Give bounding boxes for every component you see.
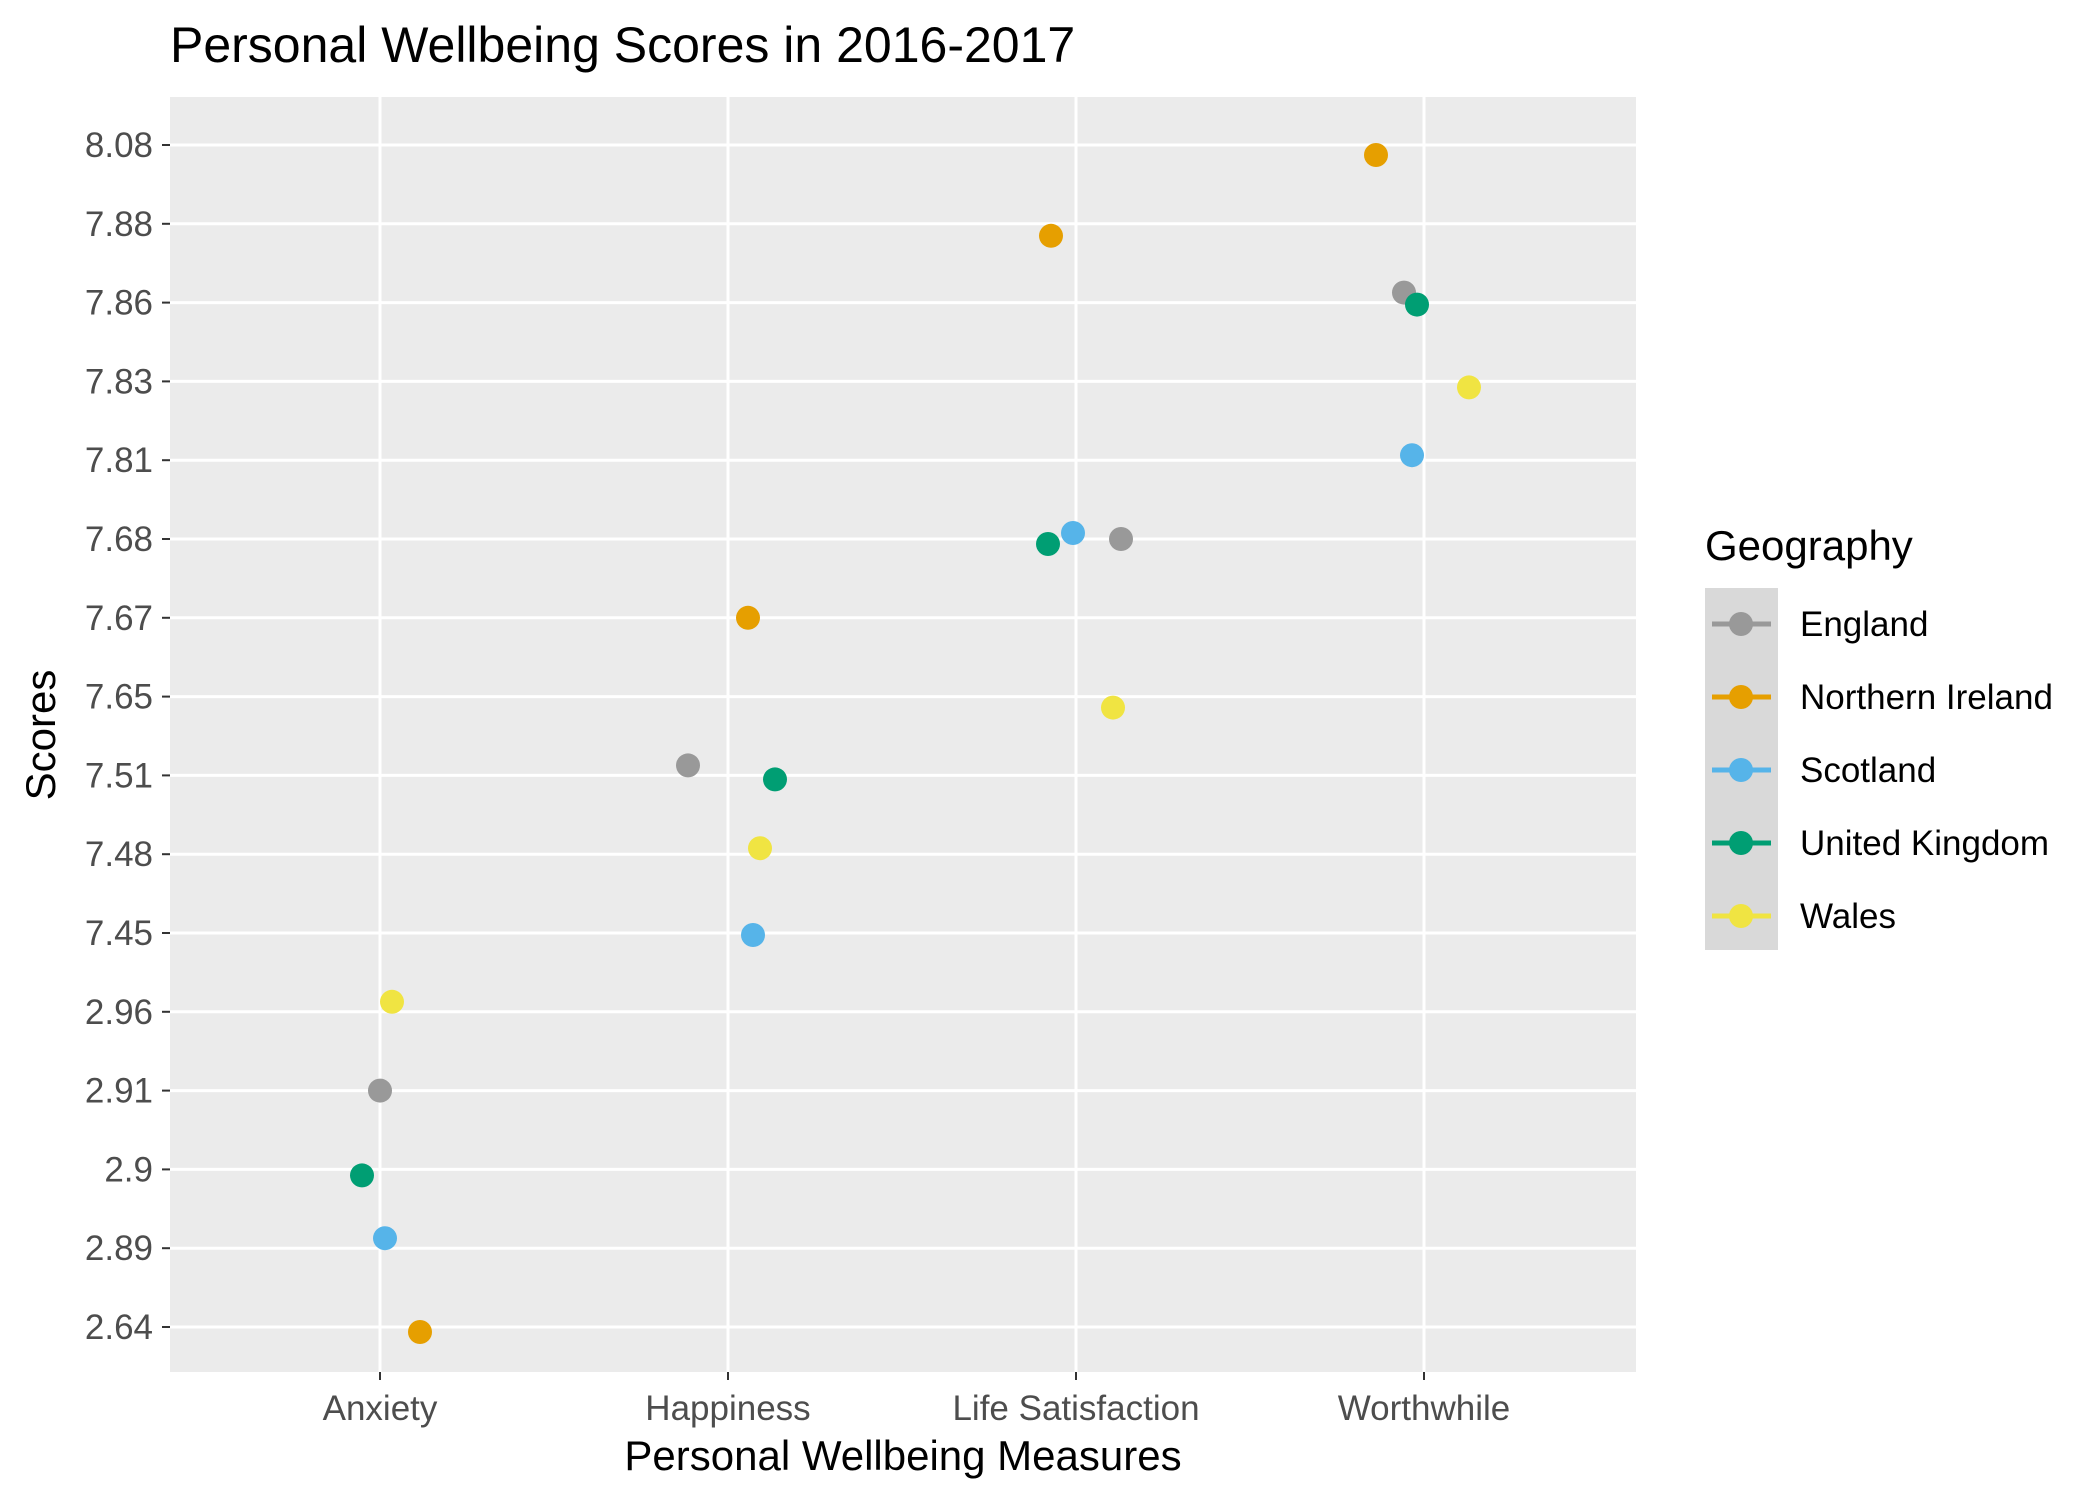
legend-key-point-scotland (1729, 758, 1753, 782)
y-tick-label: 2.96 (85, 993, 153, 1032)
y-tick-label: 7.81 (85, 441, 153, 480)
data-point-northern-ireland (408, 1320, 432, 1344)
data-point-wales (1101, 695, 1125, 720)
y-tick-label: 7.65 (85, 678, 153, 717)
y-tick-label: 7.88 (85, 205, 153, 244)
data-point-northern-ireland (1039, 223, 1063, 248)
data-point-wales (380, 989, 404, 1014)
legend: Geography England Northern Ireland Scotlan… (1705, 522, 2053, 950)
data-point-scotland (373, 1226, 397, 1251)
data-point-scotland (1400, 443, 1424, 468)
y-axis-title: Scores (17, 670, 64, 801)
y-tick-label: 7.51 (85, 756, 153, 795)
y-tick-label: 7.48 (85, 835, 153, 874)
legend-key-point-wales (1729, 904, 1753, 928)
data-point-united-kingdom (350, 1163, 374, 1188)
legend-key-point-england (1729, 612, 1753, 636)
data-point-united-kingdom (1036, 532, 1060, 556)
x-tick-label: Anxiety (323, 1389, 438, 1428)
legend-key-point-united-kingdom (1729, 831, 1753, 855)
data-point-england (676, 753, 700, 778)
y-tick-label: 8.08 (85, 126, 153, 165)
legend-label-scotland: Scotland (1800, 751, 1936, 790)
legend-label-united-kingdom: United Kingdom (1800, 824, 2049, 863)
y-tick-label: 7.45 (85, 914, 153, 953)
legend-title: Geography (1705, 522, 1913, 569)
x-axis-ticks: Anxiety Happiness Life Satisfaction Worthwh… (323, 1372, 1510, 1428)
x-tick-label: Happiness (645, 1389, 810, 1428)
legend-label-northern-ireland: Northern Ireland (1800, 678, 2053, 717)
legend-key-point-northern-ireland (1729, 685, 1753, 709)
y-tick-label: 2.64 (85, 1308, 153, 1347)
gridlines (170, 97, 1636, 1372)
chart-title: Personal Wellbeing Scores in 2016-2017 (170, 17, 1075, 73)
y-tick-label: 7.83 (85, 362, 153, 401)
data-point-northern-ireland (1364, 143, 1388, 167)
data-points (350, 143, 1481, 1344)
legend-items: England Northern Ireland Scotland United Ki… (1712, 605, 2053, 936)
y-tick-label: 2.9 (104, 1150, 153, 1189)
data-point-scotland (741, 923, 765, 947)
y-tick-label: 2.91 (85, 1072, 153, 1111)
y-tick-label: 2.89 (85, 1229, 153, 1268)
legend-label-wales: Wales (1800, 897, 1896, 936)
data-point-england (368, 1078, 392, 1103)
data-point-england (1109, 527, 1133, 551)
plot-panel (170, 97, 1636, 1372)
data-point-united-kingdom (1405, 292, 1429, 317)
y-tick-label: 7.68 (85, 520, 153, 559)
data-point-united-kingdom (763, 767, 787, 792)
x-tick-label: Worthwhile (1338, 1389, 1510, 1428)
y-tick-label: 7.86 (85, 284, 153, 323)
x-tick-label: Life Satisfaction (952, 1389, 1199, 1428)
y-axis-ticks: 2.64 2.89 2.9 2.91 2.96 7.45 7.48 7.51 7.65 7.67 7… (85, 126, 170, 1347)
x-axis-title: Personal Wellbeing Measures (624, 1432, 1181, 1479)
y-tick-label: 7.67 (85, 599, 153, 638)
data-point-northern-ireland (736, 605, 760, 630)
data-point-wales (748, 836, 772, 861)
legend-label-england: England (1800, 605, 1928, 644)
data-point-scotland (1061, 521, 1085, 545)
data-point-wales (1457, 375, 1481, 400)
